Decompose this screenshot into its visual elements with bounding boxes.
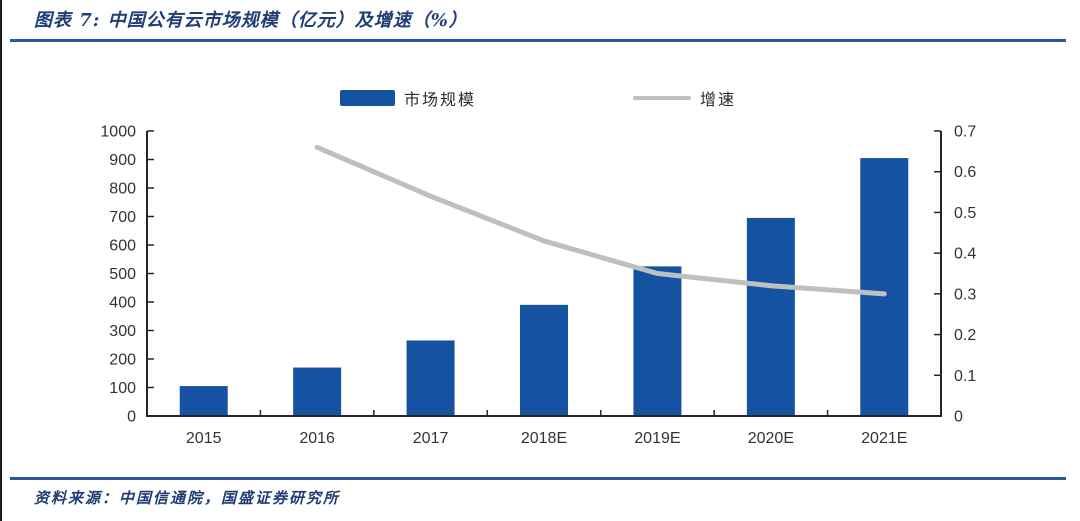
legend-item-growth: 增速 — [633, 88, 737, 109]
y-right-tick-label-0.2: 0.2 — [954, 327, 976, 344]
y-left-tick-label-300: 300 — [109, 323, 136, 340]
y-right-tick-label-0: 0 — [954, 409, 963, 426]
legend-label-growth: 增速 — [700, 90, 737, 109]
y-left-tick-label-200: 200 — [109, 352, 136, 369]
y-right-tick-label-0.1: 0.1 — [954, 368, 976, 385]
legend-item-market-size: 市场规模 — [340, 88, 477, 109]
source-note: 资料来源：中国信通院，国盛证券研究所 — [34, 489, 341, 507]
bar-2016 — [293, 367, 342, 416]
chart-plot: 2015 2016 2017 2018E 2019E 2020E 2021E 0 100 200 3… — [100, 124, 976, 448]
y-left-tick-label-800: 800 — [109, 181, 136, 198]
y-left-tick-label-100: 100 — [109, 380, 136, 397]
left-edge-border — [0, 0, 2, 521]
bar-2018E — [520, 304, 568, 416]
x-tick-label-2017: 2017 — [413, 430, 449, 447]
y-left-tick-label-0: 0 — [127, 409, 136, 426]
y-left-tick-label-500: 500 — [109, 266, 136, 283]
y-left-tick-label-900: 900 — [109, 152, 136, 169]
y-right-tick-label-0.7: 0.7 — [954, 124, 976, 141]
bar-2015 — [179, 386, 228, 416]
x-tick-label-2019E: 2019E — [634, 430, 680, 447]
figure-title: 图表 7: 中国公有云市场规模（亿元）及增速（%） — [34, 10, 468, 31]
y-left-tick-label-1000: 1000 — [100, 124, 136, 141]
x-tick-label-2015: 2015 — [186, 430, 222, 447]
bar-2020E — [746, 217, 795, 416]
x-tick-label-2016: 2016 — [299, 430, 335, 447]
y-left-tick-label-400: 400 — [109, 295, 136, 312]
x-tick-label-2018E: 2018E — [521, 430, 567, 447]
y-right-tick-label-0.4: 0.4 — [954, 246, 976, 263]
bar-2019E — [633, 266, 682, 416]
line-series-swatch-icon — [633, 96, 691, 100]
growth-line — [314, 144, 887, 297]
bar-2021E — [860, 158, 909, 416]
y-left-tick-label-700: 700 — [109, 209, 136, 226]
source-divider-rule — [10, 477, 1066, 480]
bar-series-swatch-icon — [340, 90, 395, 106]
y-left-tick-label-600: 600 — [109, 238, 136, 255]
y-right-tick-label-0.6: 0.6 — [954, 164, 976, 181]
x-tick-label-2021E: 2021E — [861, 430, 907, 447]
x-tick-label-2020E: 2020E — [748, 430, 794, 447]
y-right-tick-label-0.5: 0.5 — [954, 205, 976, 222]
bar-2017 — [406, 340, 455, 416]
legend-label-market-size: 市场规模 — [404, 90, 477, 109]
y-right-tick-label-0.3: 0.3 — [954, 286, 976, 303]
title-divider-rule — [10, 39, 1066, 42]
